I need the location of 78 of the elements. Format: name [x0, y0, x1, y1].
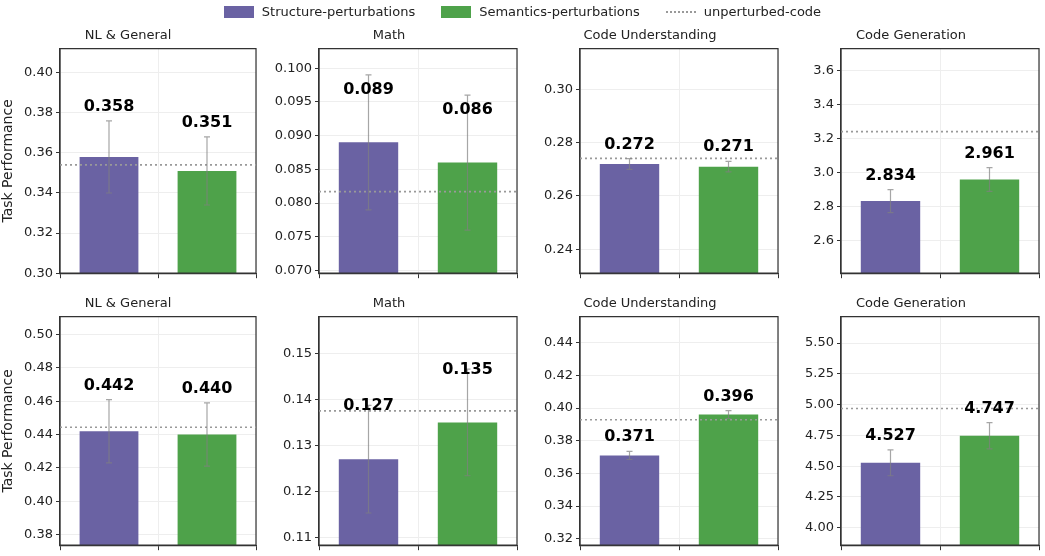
y-tick-label: 5.50 — [805, 334, 834, 350]
y-tick-label: 0.30 — [24, 264, 53, 280]
y-tick-label: 0.50 — [24, 325, 53, 341]
chart-title: NL & General — [84, 27, 172, 43]
y-tick-label: 0.48 — [24, 359, 53, 375]
data-label: 0.396 — [703, 385, 754, 405]
y-tick-label: 0.070 — [274, 261, 312, 277]
y-tick-label: 3.4 — [813, 96, 834, 112]
y-tick-label: 0.32 — [24, 224, 53, 240]
y-tick-label: 0.38 — [24, 525, 53, 541]
y-axis-title: Task Performance — [0, 369, 16, 494]
y-tick-label: 0.28 — [544, 134, 573, 150]
y-tick-label: 0.100 — [274, 59, 312, 75]
y-tick-label: 0.13 — [283, 436, 312, 452]
y-tick-label: 0.32 — [544, 530, 573, 546]
y-tick-label: 3.0 — [813, 164, 834, 180]
data-label: 0.135 — [442, 358, 493, 378]
data-label: 0.371 — [604, 426, 655, 446]
data-label: 0.127 — [343, 395, 394, 415]
chart-title: Code Generation — [856, 27, 966, 43]
y-tick-label: 0.090 — [274, 126, 312, 142]
y-tick-label: 2.8 — [813, 198, 834, 214]
data-label: 0.351 — [181, 111, 233, 131]
data-label: 4.527 — [865, 425, 916, 445]
y-tick-label: 0.085 — [274, 160, 312, 176]
chart-title: Math — [372, 27, 406, 43]
y-tick-label: 3.6 — [813, 61, 834, 77]
legend-label: Structure-perturbations — [261, 4, 416, 19]
data-label: 0.442 — [83, 374, 135, 394]
y-tick-label: 0.30 — [544, 80, 573, 96]
chart-title: NL & General — [84, 295, 172, 311]
data-label: 0.271 — [703, 136, 754, 156]
data-label: 2.961 — [964, 142, 1015, 162]
y-tick-label: 0.095 — [274, 93, 312, 109]
chart-title: Code Generation — [856, 295, 966, 311]
y-tick-label: 0.42 — [544, 366, 573, 382]
y-tick-label: 4.00 — [805, 519, 834, 535]
legend-label: Semantics-perturbations — [479, 4, 640, 19]
chart-title: Math — [372, 295, 406, 311]
y-tick-label: 0.075 — [274, 228, 312, 244]
y-tick-label: 0.38 — [24, 104, 53, 120]
y-tick-label: 0.42 — [24, 459, 53, 475]
y-tick-label: 0.40 — [544, 399, 573, 415]
y-tick-label: 0.36 — [544, 464, 573, 480]
y-tick-label: 3.2 — [813, 130, 834, 146]
y-tick-label: 0.34 — [24, 184, 53, 200]
data-label: 0.358 — [83, 95, 135, 115]
y-tick-label: 0.15 — [283, 344, 312, 360]
y-tick-label: 0.12 — [283, 482, 312, 498]
data-label: 2.834 — [865, 164, 916, 184]
y-tick-label: 0.44 — [544, 334, 573, 350]
y-tick-label: 0.24 — [544, 240, 573, 256]
data-label: 0.440 — [181, 378, 233, 398]
y-tick-label: 4.50 — [805, 457, 834, 473]
data-label: 4.747 — [964, 397, 1015, 417]
y-tick-label: 0.11 — [283, 528, 312, 544]
y-tick-label: 0.26 — [544, 187, 573, 203]
y-tick-label: 4.75 — [805, 426, 834, 442]
y-tick-label: 0.44 — [24, 425, 53, 441]
data-label: 0.086 — [442, 98, 493, 118]
y-tick-label: 0.14 — [283, 390, 312, 406]
y-tick-label: 0.36 — [24, 144, 53, 160]
chart-title: Code Understanding — [583, 27, 717, 43]
y-tick-label: 5.25 — [805, 365, 834, 381]
y-tick-label: 4.25 — [805, 488, 834, 504]
legend-label: unperturbed-code — [703, 4, 822, 19]
y-axis-title: Task Performance — [0, 99, 16, 224]
y-tick-label: 0.38 — [544, 432, 573, 448]
y-tick-label: 5.00 — [805, 395, 834, 411]
y-tick-label: 0.46 — [24, 392, 53, 408]
y-tick-label: 0.40 — [24, 492, 53, 508]
y-tick-label: 0.080 — [274, 194, 312, 210]
data-label: 0.089 — [343, 78, 394, 98]
y-tick-label: 2.6 — [813, 232, 834, 248]
y-tick-label: 0.40 — [24, 64, 53, 80]
data-label: 0.272 — [604, 133, 655, 153]
y-tick-label: 0.34 — [544, 497, 573, 513]
chart-title: Code Understanding — [583, 295, 717, 311]
